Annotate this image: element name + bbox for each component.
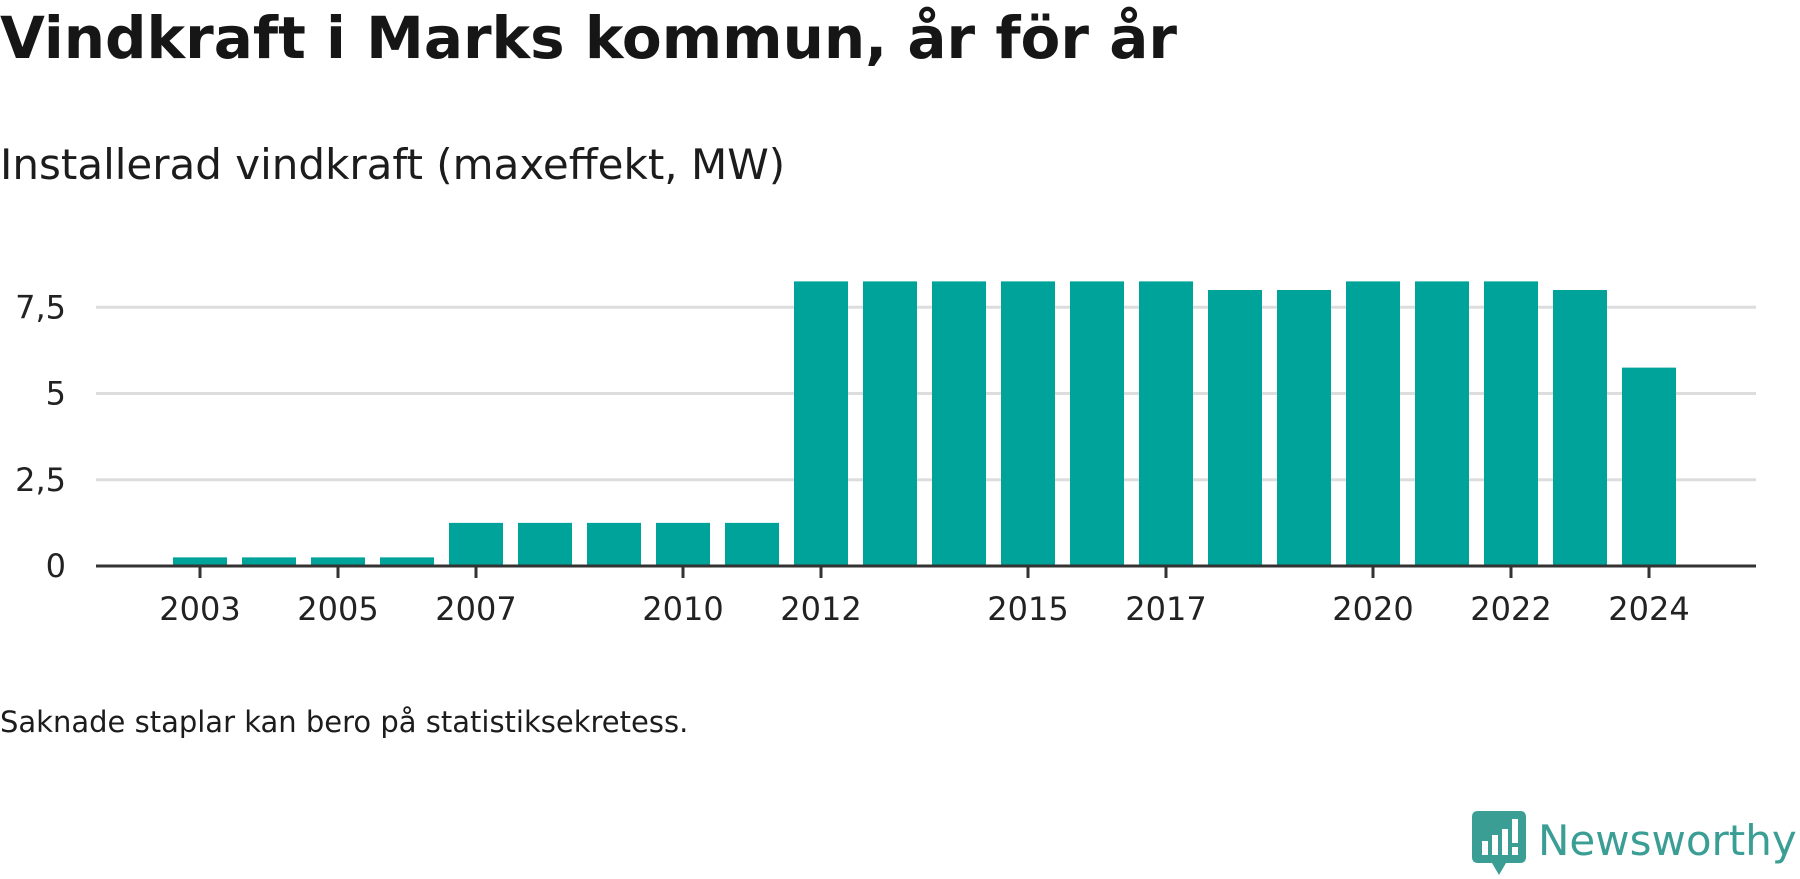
bars (173, 281, 1676, 566)
bar-2006 (380, 557, 434, 566)
chart-subtitle: Installerad vindkraft (maxeffekt, MW) (0, 140, 786, 189)
x-tick-label: 2012 (780, 590, 861, 628)
brand-name: Newsworthy (1538, 816, 1797, 865)
x-tick-label: 2020 (1332, 590, 1413, 628)
bar-2020 (1346, 281, 1400, 566)
bar-2004 (242, 557, 296, 566)
bar-2014 (932, 281, 986, 566)
bar-2003 (173, 557, 227, 566)
bar-2011 (725, 522, 779, 566)
brand-logo: Newsworthy (1472, 809, 1797, 879)
bar-chart: 0 2,5 5 7,5 2003 2005 2007 2010 2012 2015 2017 202… (15, 281, 1756, 628)
bar-2005 (311, 557, 365, 566)
x-tick-label: 2010 (642, 590, 723, 628)
y-tick-label: 5 (46, 375, 66, 413)
bar-2017 (1139, 281, 1193, 566)
x-tick-label: 2015 (987, 590, 1068, 628)
newsworthy-logo-icon (1472, 811, 1526, 875)
bar-2018 (1208, 290, 1262, 566)
bar-2024 (1622, 367, 1676, 566)
bar-2013 (863, 281, 917, 566)
bar-2008 (518, 522, 572, 566)
bar-2012 (794, 281, 848, 566)
y-tick-label: 0 (46, 547, 66, 585)
bar-2019 (1277, 290, 1331, 566)
x-tick-label: 2017 (1125, 590, 1206, 628)
x-tick-label: 2024 (1608, 590, 1689, 628)
bar-2009 (587, 522, 641, 566)
x-tick-label: 2005 (297, 590, 378, 628)
bar-2023 (1553, 290, 1607, 566)
footnote: Saknade staplar kan bero på statistiksek… (0, 705, 689, 739)
bar-2010 (656, 522, 710, 566)
chart-title: Vindkraft i Marks kommun, år för år (0, 4, 1177, 72)
y-tick-labels: 0 2,5 5 7,5 (15, 288, 66, 585)
x-tick-label: 2007 (435, 590, 516, 628)
bar-2022 (1484, 281, 1538, 566)
x-tick-labels: 2003 2005 2007 2010 2012 2015 2017 2020 2022 2024 (159, 590, 1689, 628)
gridlines (96, 305, 1756, 482)
x-tick-label: 2003 (159, 590, 240, 628)
y-tick-label: 2,5 (15, 461, 66, 499)
bar-2007 (449, 522, 503, 566)
bar-2021 (1415, 281, 1469, 566)
axes (96, 564, 1756, 578)
bar-2015 (1001, 281, 1055, 566)
bar-2016 (1070, 281, 1124, 566)
y-tick-label: 7,5 (15, 288, 66, 326)
x-tick-label: 2022 (1470, 590, 1551, 628)
